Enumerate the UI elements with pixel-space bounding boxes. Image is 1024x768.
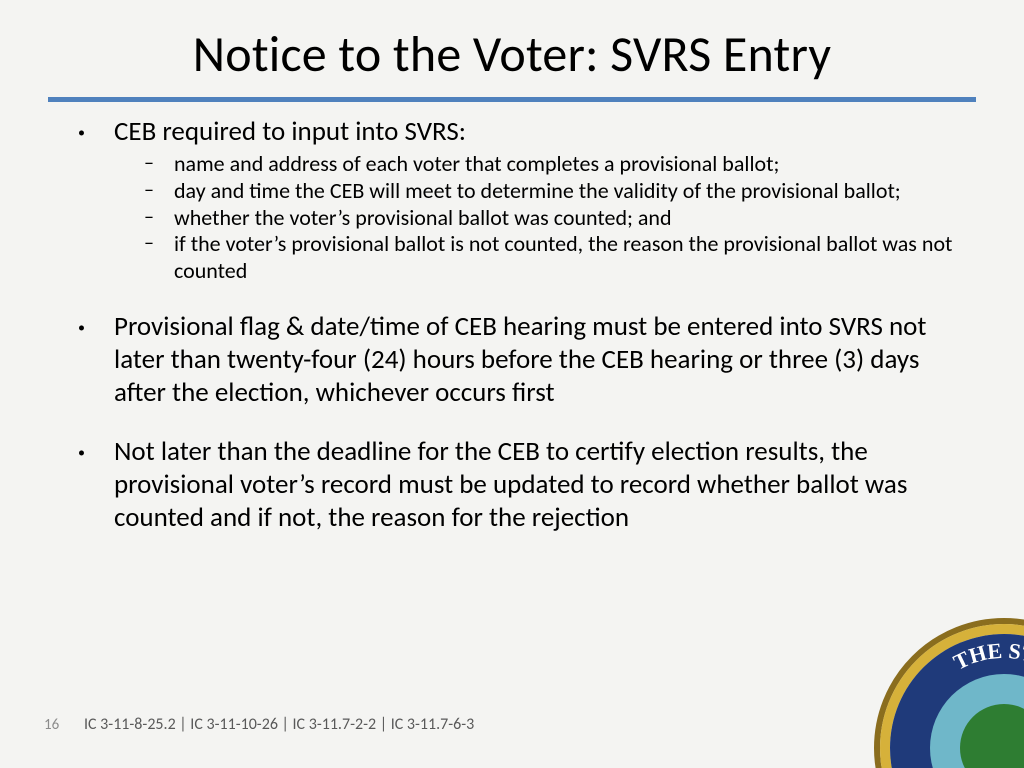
title-underline-rule bbox=[48, 97, 976, 102]
bullet-2: Provisional flag & date/time of CEB hear… bbox=[54, 311, 966, 410]
state-seal-icon: THE STATE bbox=[874, 618, 1024, 768]
slide-body: CEB required to input into SVRS: name an… bbox=[48, 116, 976, 535]
bullet-1-sub-1: name and address of each voter that comp… bbox=[144, 151, 966, 178]
bullet-list: CEB required to input into SVRS: name an… bbox=[54, 116, 966, 535]
footer-citations: IC 3-11-8-25.2 | IC 3-11-10-26 | IC 3-11… bbox=[84, 715, 474, 734]
bullet-1-text: CEB required to input into SVRS: bbox=[114, 115, 466, 148]
bullet-1-sublist: name and address of each voter that comp… bbox=[114, 151, 966, 285]
page-number: 16 bbox=[44, 716, 59, 734]
bullet-1-sub-3: whether the voter’s provisional ballot w… bbox=[144, 205, 966, 232]
bullet-1: CEB required to input into SVRS: name an… bbox=[54, 116, 966, 285]
bullet-1-sub-4: if the voter’s provisional ballot is not… bbox=[144, 231, 966, 285]
bullet-2-text: Provisional flag & date/time of CEB hear… bbox=[114, 310, 926, 409]
bullet-3: Not later than the deadline for the CEB … bbox=[54, 436, 966, 535]
bullet-3-text: Not later than the deadline for the CEB … bbox=[114, 435, 907, 534]
slide-title: Notice to the Voter: SVRS Entry bbox=[48, 24, 976, 85]
bullet-1-sub-2: day and time the CEB will meet to determ… bbox=[144, 178, 966, 205]
slide: Notice to the Voter: SVRS Entry CEB requ… bbox=[0, 0, 1024, 768]
